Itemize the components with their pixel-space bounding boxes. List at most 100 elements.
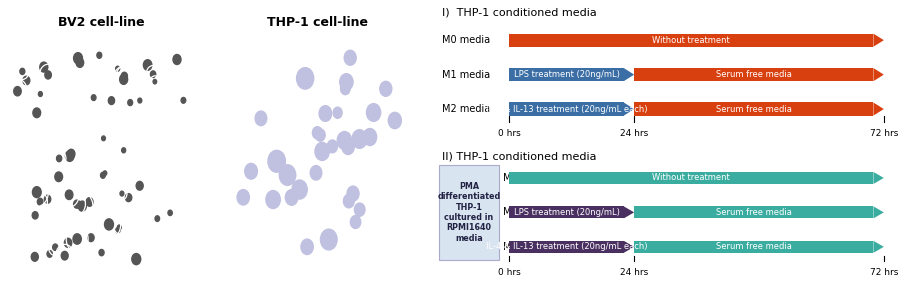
Text: LPS treatment (20ng/mL): LPS treatment (20ng/mL) [514, 208, 619, 217]
Circle shape [347, 186, 359, 201]
Circle shape [311, 166, 322, 180]
Circle shape [279, 165, 296, 185]
Text: M2 media: M2 media [442, 104, 490, 114]
Circle shape [255, 111, 267, 126]
Circle shape [45, 71, 51, 79]
Circle shape [301, 239, 313, 255]
Circle shape [328, 101, 347, 124]
Circle shape [367, 104, 380, 121]
Polygon shape [624, 241, 634, 253]
Circle shape [116, 66, 119, 71]
Circle shape [64, 238, 72, 247]
Circle shape [356, 119, 384, 155]
Circle shape [284, 170, 315, 210]
Text: 24 hrs: 24 hrs [620, 129, 648, 138]
Circle shape [86, 198, 93, 206]
Circle shape [344, 194, 354, 208]
Circle shape [62, 251, 68, 260]
Circle shape [74, 53, 83, 64]
Circle shape [32, 187, 41, 198]
Circle shape [14, 87, 21, 96]
Polygon shape [873, 172, 884, 184]
Circle shape [55, 172, 62, 182]
Circle shape [44, 195, 51, 203]
Circle shape [20, 68, 25, 74]
Circle shape [307, 133, 337, 170]
Circle shape [337, 187, 360, 215]
Circle shape [121, 148, 126, 153]
Polygon shape [873, 68, 884, 81]
Circle shape [118, 225, 121, 230]
Circle shape [47, 251, 52, 257]
Circle shape [330, 122, 359, 159]
Circle shape [238, 155, 265, 188]
Circle shape [363, 129, 377, 146]
Circle shape [278, 181, 304, 214]
Circle shape [337, 131, 352, 150]
Circle shape [23, 76, 29, 85]
Circle shape [327, 140, 337, 153]
Circle shape [181, 98, 186, 103]
Circle shape [67, 149, 75, 158]
Polygon shape [873, 206, 884, 218]
Circle shape [96, 52, 102, 58]
Circle shape [52, 244, 58, 250]
Circle shape [78, 201, 86, 211]
Circle shape [120, 191, 124, 196]
Text: M1 media: M1 media [503, 208, 551, 217]
Circle shape [381, 104, 408, 137]
Circle shape [355, 203, 365, 216]
Circle shape [168, 210, 172, 216]
Circle shape [288, 56, 323, 101]
Text: Without treatment: Without treatment [652, 173, 731, 183]
Circle shape [312, 218, 346, 261]
Circle shape [345, 50, 357, 65]
Text: Serum free media: Serum free media [716, 242, 792, 251]
Circle shape [335, 131, 361, 163]
Text: Serum free media: Serum free media [716, 208, 792, 217]
Circle shape [258, 181, 288, 218]
Circle shape [102, 136, 106, 141]
Text: Serum free media: Serum free media [716, 70, 792, 79]
Text: M2 media: M2 media [503, 242, 551, 252]
Circle shape [270, 154, 305, 197]
Circle shape [312, 97, 338, 130]
Bar [634, 241, 873, 253]
Bar [509, 102, 624, 116]
Bar [509, 172, 873, 184]
Text: BV2 cell-line: BV2 cell-line [58, 16, 144, 29]
Circle shape [341, 83, 350, 95]
Circle shape [297, 68, 313, 89]
Circle shape [105, 219, 113, 230]
Circle shape [334, 107, 342, 118]
Circle shape [100, 172, 106, 178]
Circle shape [65, 151, 74, 161]
Bar [509, 206, 624, 218]
Circle shape [39, 92, 42, 96]
Circle shape [125, 194, 131, 202]
Text: 72 hrs: 72 hrs [869, 129, 898, 138]
Circle shape [358, 94, 389, 131]
Circle shape [340, 74, 353, 90]
Circle shape [138, 98, 142, 103]
Circle shape [38, 198, 43, 205]
Circle shape [116, 228, 120, 233]
Text: M0 media: M0 media [442, 35, 490, 45]
Circle shape [249, 103, 273, 133]
Circle shape [294, 231, 320, 263]
Circle shape [341, 178, 366, 209]
Circle shape [266, 191, 280, 209]
Bar [634, 68, 873, 81]
Polygon shape [873, 102, 884, 116]
Circle shape [131, 253, 141, 265]
Circle shape [345, 209, 367, 236]
Circle shape [258, 139, 295, 184]
Polygon shape [624, 206, 634, 218]
Circle shape [128, 100, 132, 106]
Circle shape [74, 200, 80, 208]
Circle shape [155, 216, 160, 222]
Text: 72 hrs: 72 hrs [869, 268, 898, 277]
Circle shape [32, 212, 38, 219]
Circle shape [315, 142, 329, 160]
Bar [509, 34, 873, 47]
